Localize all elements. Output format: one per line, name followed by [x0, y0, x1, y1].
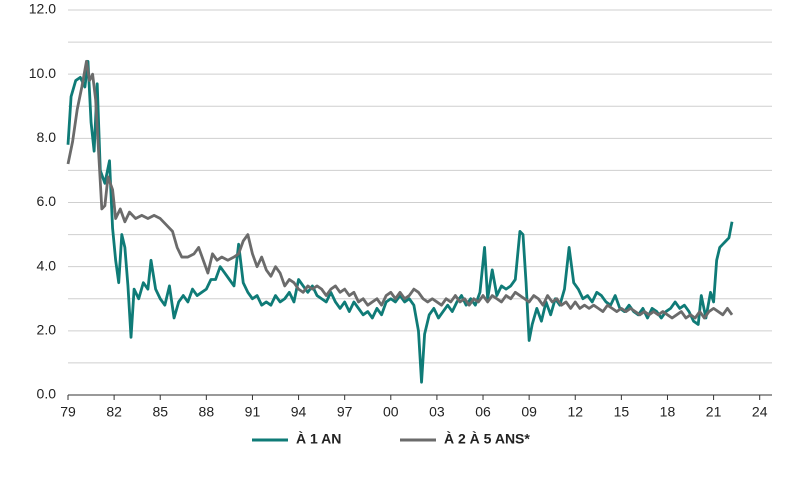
- x-tick-label: 82: [106, 404, 122, 420]
- y-tick-label: 0.0: [37, 386, 57, 402]
- legend-label: À 2 À 5 ANS*: [444, 431, 530, 447]
- x-tick-label: 00: [383, 404, 399, 420]
- x-tick-label: 03: [429, 404, 445, 420]
- legend-label: À 1 AN: [296, 431, 341, 447]
- y-tick-label: 4.0: [37, 257, 57, 273]
- x-tick-label: 24: [752, 404, 768, 420]
- y-tick-label: 2.0: [37, 322, 57, 338]
- x-tick-label: 12: [567, 404, 583, 420]
- y-tick-label: 6.0: [37, 193, 57, 209]
- x-tick-label: 94: [291, 404, 307, 420]
- x-tick-label: 06: [475, 404, 491, 420]
- x-tick-label: 15: [614, 404, 630, 420]
- series-line: [66, 59, 734, 320]
- x-tick-label: 79: [60, 404, 76, 420]
- x-tick-label: 18: [660, 404, 676, 420]
- y-tick-label: 10.0: [29, 65, 56, 81]
- x-tick-label: 97: [337, 404, 353, 420]
- x-tick-label: 09: [521, 404, 537, 420]
- series-line: [66, 59, 734, 384]
- y-tick-label: 12.0: [29, 1, 56, 17]
- x-tick-label: 88: [199, 404, 215, 420]
- y-tick-label: 8.0: [37, 129, 57, 145]
- x-tick-label: 21: [706, 404, 722, 420]
- x-tick-label: 91: [245, 404, 261, 420]
- x-tick-label: 85: [152, 404, 168, 420]
